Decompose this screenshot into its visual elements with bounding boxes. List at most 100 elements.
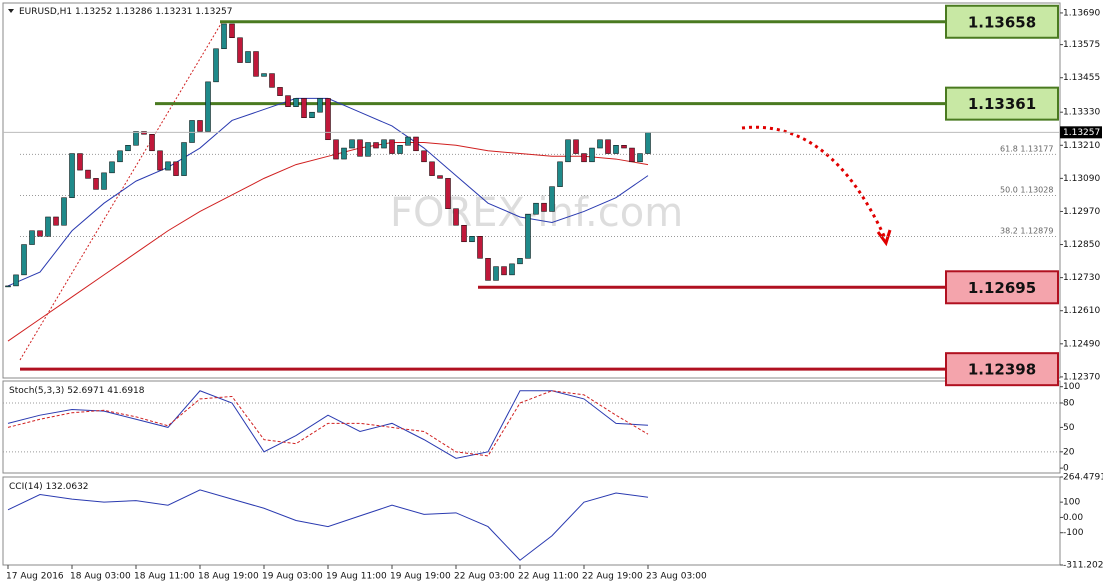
candle xyxy=(509,263,515,276)
indicator-line xyxy=(7,390,649,459)
candle xyxy=(21,244,27,276)
y-tick-label: 1.12370 xyxy=(1063,372,1100,382)
candle xyxy=(605,139,611,154)
fib-label: 38.2 1.12879 xyxy=(1000,226,1053,235)
candle xyxy=(189,120,195,143)
candle xyxy=(229,23,235,38)
x-tick-label: 19 Aug 19:00 xyxy=(390,572,451,582)
candle xyxy=(173,161,179,176)
y-tick-label: 0 xyxy=(1063,464,1069,474)
candle xyxy=(341,147,347,160)
candle xyxy=(325,98,331,141)
candle xyxy=(301,98,307,118)
ohlc-value: 1.13231 xyxy=(155,7,192,17)
fib-price: 1.13177 xyxy=(1020,144,1053,153)
last-price-tag xyxy=(1060,126,1102,139)
y-tick-label: 264.4791 xyxy=(1063,473,1103,483)
level-label: 1.13361 xyxy=(968,95,1036,113)
candle xyxy=(629,147,635,163)
candle xyxy=(573,139,579,154)
candle xyxy=(261,73,267,77)
candle xyxy=(597,139,603,149)
candle xyxy=(525,213,531,259)
candle xyxy=(621,145,627,149)
level-box xyxy=(945,352,1059,387)
symbol: EURUSD,H1 xyxy=(19,7,72,17)
candle xyxy=(141,131,147,135)
candle xyxy=(13,274,19,287)
last-price-label: 1.13257 xyxy=(1063,128,1100,138)
candle xyxy=(533,202,539,215)
candle xyxy=(245,51,251,63)
y-tick-label: 1.13330 xyxy=(1063,108,1100,118)
ohlc-value: 1.13286 xyxy=(115,7,152,17)
candle xyxy=(277,87,283,96)
level-label: 1.13658 xyxy=(968,13,1036,31)
candle xyxy=(381,139,387,149)
candle xyxy=(237,37,243,63)
x-tick-label: 19 Aug 03:00 xyxy=(262,572,323,582)
indicator-header: Stoch(5,3,3) 52.6971 41.6918 xyxy=(9,386,145,396)
candle xyxy=(309,111,315,118)
y-tick-label: -311.2024 xyxy=(1063,561,1103,571)
candle xyxy=(213,48,219,83)
x-tick-label: 23 Aug 03:00 xyxy=(646,572,707,582)
x-tick-label: 22 Aug 03:00 xyxy=(454,572,515,582)
candle xyxy=(357,139,363,157)
level-box xyxy=(945,4,1059,39)
candle xyxy=(557,161,563,187)
candle xyxy=(125,145,131,152)
candle xyxy=(5,285,11,288)
candle xyxy=(549,186,555,212)
y-tick-label: 1.12610 xyxy=(1063,306,1100,316)
candle xyxy=(253,51,259,77)
candle xyxy=(53,216,59,226)
candle xyxy=(269,73,275,88)
candle xyxy=(45,216,51,237)
x-tick-label: 17 Aug 2016 xyxy=(6,572,64,582)
y-tick-label: -100 xyxy=(1063,528,1084,538)
candle xyxy=(85,169,91,179)
x-tick-label: 18 Aug 11:00 xyxy=(134,572,195,582)
candle xyxy=(293,98,299,107)
candle xyxy=(101,172,107,190)
indicator-name: CCI(14) xyxy=(9,482,43,492)
y-tick-label: 1.13575 xyxy=(1063,40,1100,50)
candle xyxy=(461,224,467,243)
candle xyxy=(333,139,339,160)
candle xyxy=(501,266,507,276)
y-tick-label: 1.13455 xyxy=(1063,73,1100,83)
candle xyxy=(29,230,35,245)
main-panel xyxy=(2,2,1061,379)
candle xyxy=(157,150,163,171)
candle xyxy=(165,161,171,171)
candle xyxy=(285,95,291,107)
candle xyxy=(517,258,523,265)
fib-price: 1.12879 xyxy=(1020,226,1053,235)
candle xyxy=(221,23,227,50)
x-tick-label: 19 Aug 11:00 xyxy=(326,572,387,582)
level-label: 1.12695 xyxy=(968,279,1036,297)
candle xyxy=(37,230,43,237)
forecast-arrowhead xyxy=(876,229,892,247)
candle xyxy=(197,120,203,132)
candle xyxy=(133,131,139,146)
menu-arrow xyxy=(8,9,14,13)
symbol-header: EURUSD,H1 1.13252 1.13286 1.13231 1.1325… xyxy=(19,7,233,17)
candle xyxy=(485,258,491,281)
y-tick-label: 100 xyxy=(1063,382,1080,392)
candle xyxy=(637,153,643,163)
candle xyxy=(581,153,587,163)
candle xyxy=(365,142,371,157)
fib-label: 50.0 1.13028 xyxy=(1000,185,1053,194)
indicator-line xyxy=(7,489,649,561)
ohlc-value: 1.13252 xyxy=(75,7,112,17)
indicator-line xyxy=(7,390,649,457)
candle xyxy=(349,139,355,149)
candle xyxy=(69,153,75,198)
forecast-arrow xyxy=(741,125,887,239)
ohlc-value: 1.13257 xyxy=(195,7,232,17)
y-tick-label: 20 xyxy=(1063,447,1075,457)
y-tick-label: 1.13090 xyxy=(1063,174,1100,184)
